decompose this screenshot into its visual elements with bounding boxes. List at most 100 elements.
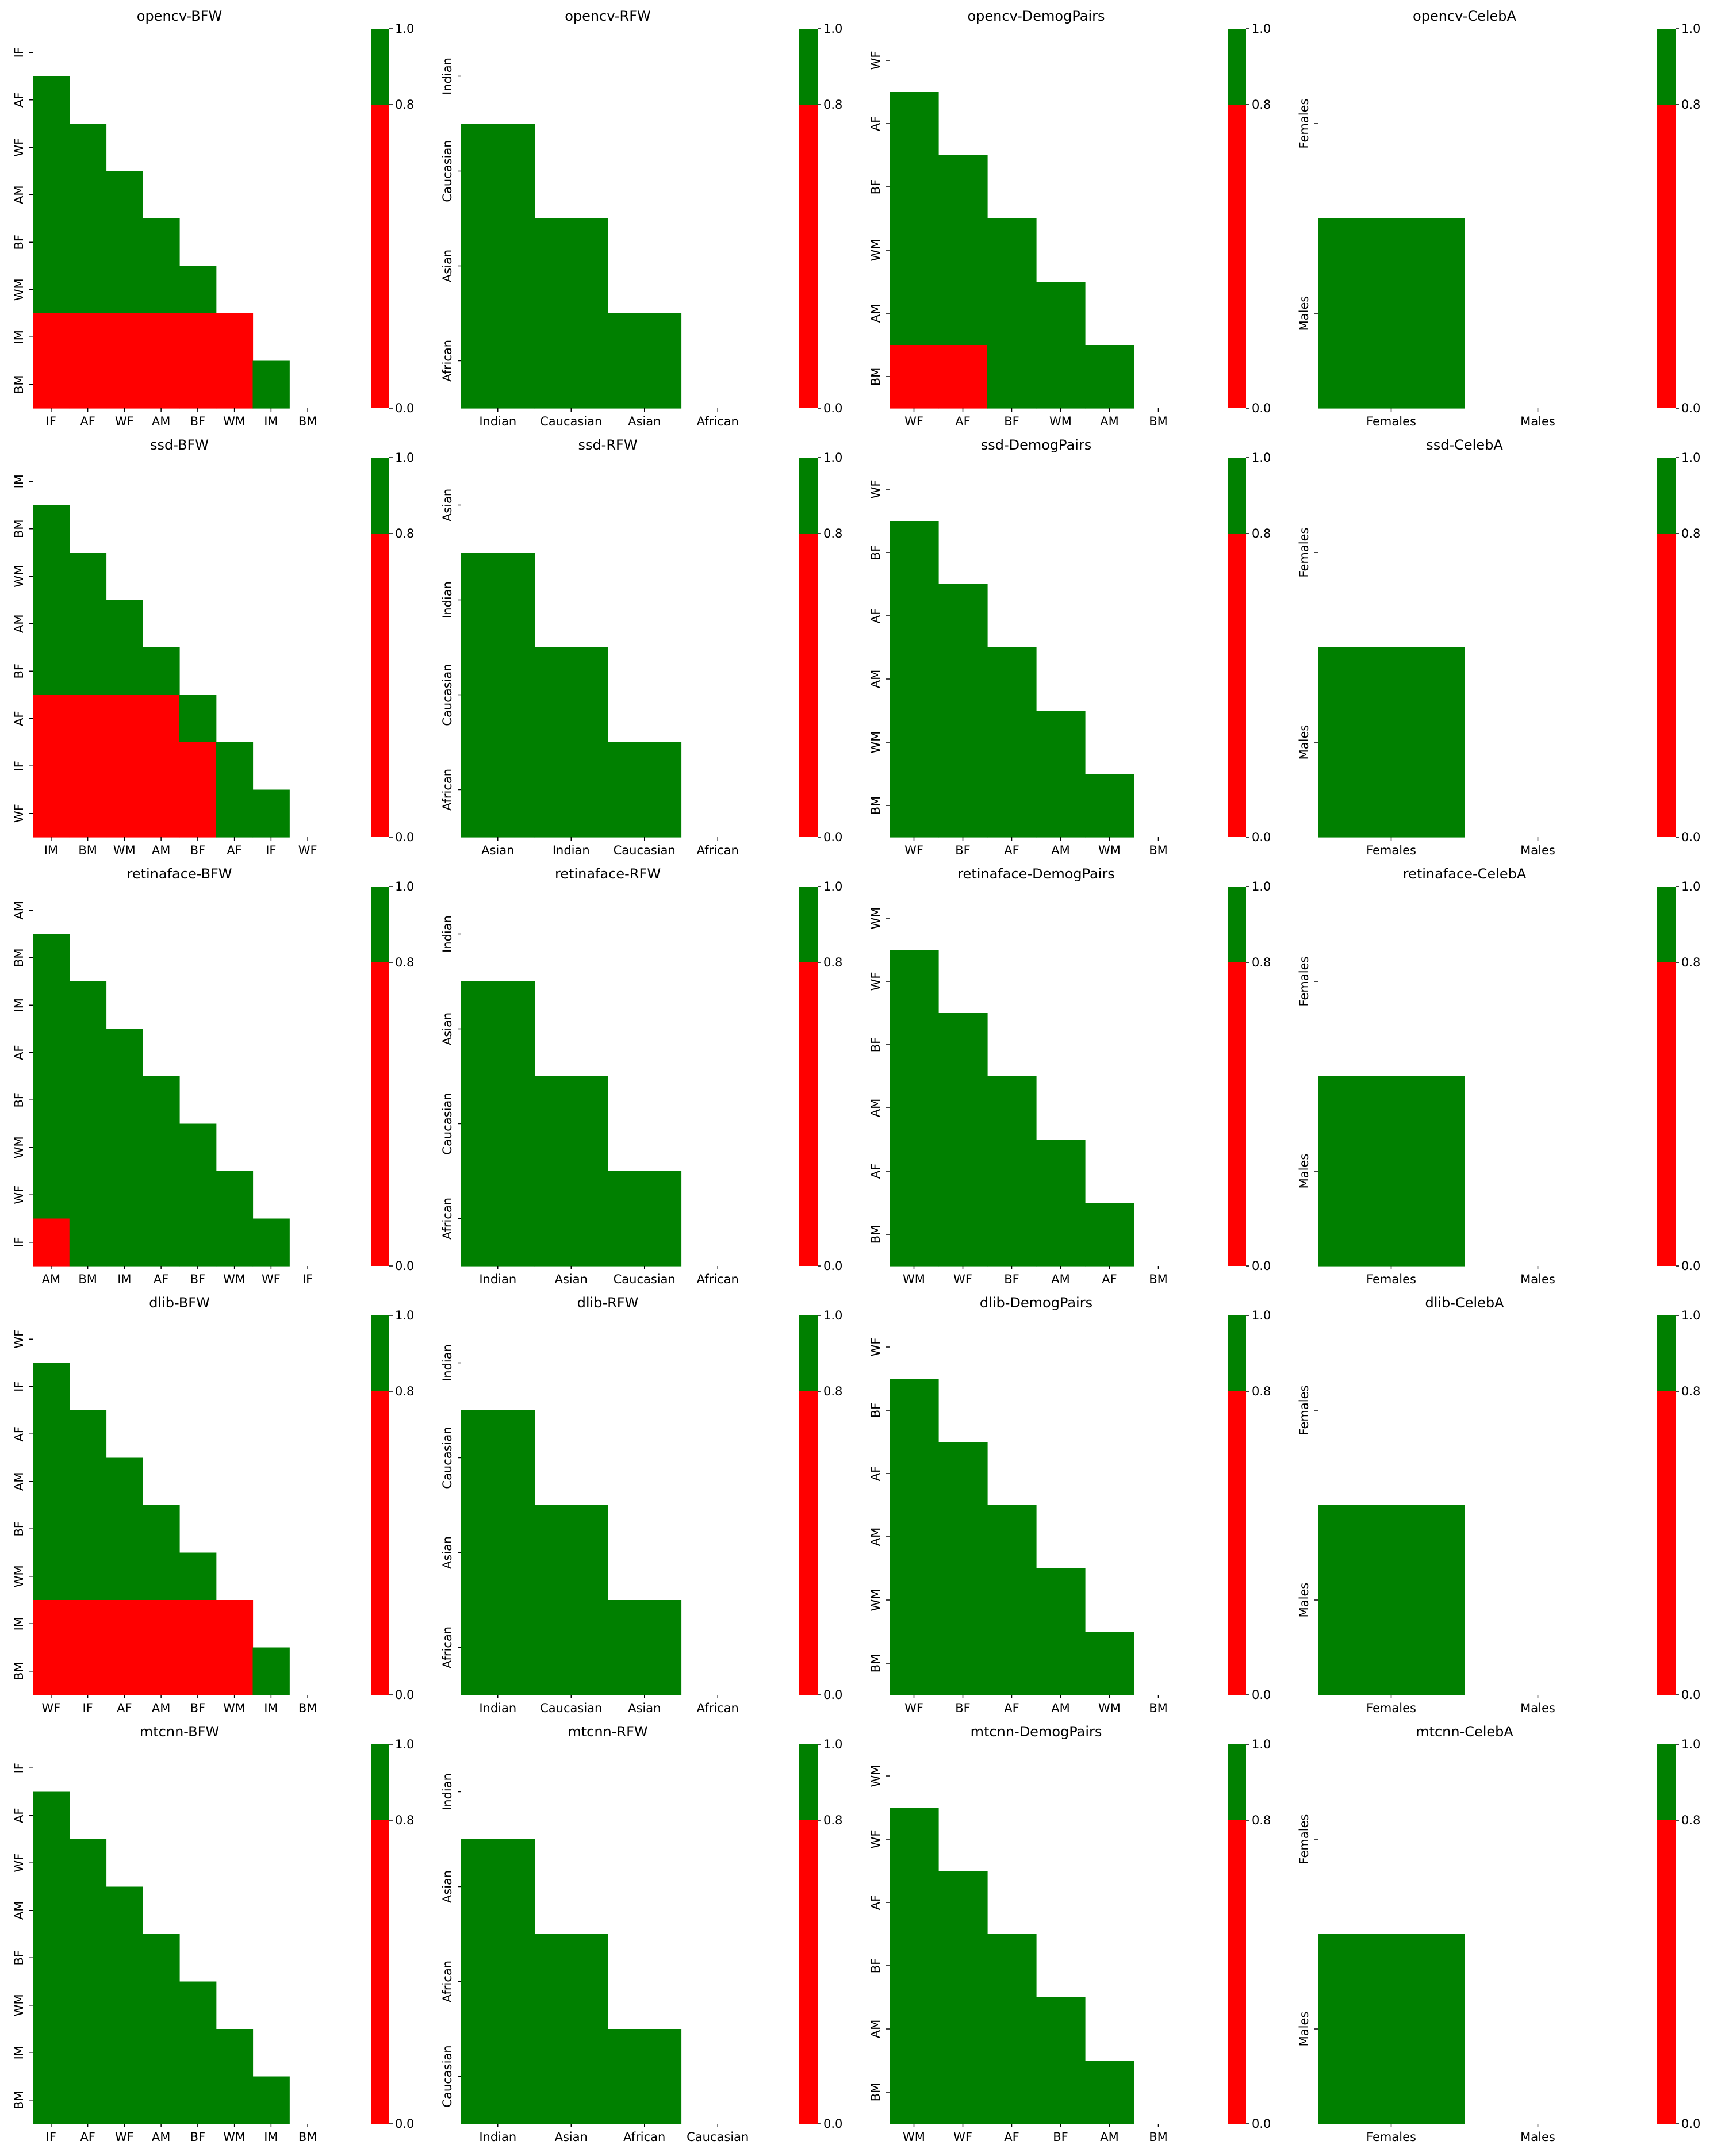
colorbar-tick-label: 0.8 [1252,956,1271,969]
heatmap-cell [938,1871,988,1935]
heatmap-cell [179,266,217,314]
heatmap-cell [69,266,107,314]
heatmap-cell [179,1171,217,1219]
x-tick-label: AF [227,843,241,857]
heatmap-cell [938,345,988,409]
colorbar-tick-label: 1.0 [395,451,414,465]
y-tick-label: Caucasian [440,1092,454,1154]
heatmap-cell [890,1871,939,1935]
colorbar-tick-label: 0.8 [1252,527,1271,540]
colorbar-tick-label: 1.0 [1681,22,1700,36]
y-tick-label: WM [869,731,883,754]
heatmap-cell [461,1171,535,1267]
x-tick-label: BF [190,2130,206,2144]
heatmap-cell [938,711,988,774]
heatmap-cell [33,1457,70,1506]
heatmap-cell [216,360,254,409]
y-tick-label: Indian [440,915,454,953]
x-tick-label: IF [266,843,276,857]
colorbar-tick-label: 0.0 [1252,2117,1271,2131]
colorbar: 0.0 0.8 1.0 [371,1309,414,1702]
heatmap-cell [143,647,180,696]
heatmap-cell [143,218,180,267]
colorbar-tick-label: 0.0 [1252,830,1271,844]
heatmap-cell [608,1171,682,1267]
heatmap-cell [106,171,143,219]
heatmap-cell [106,789,143,838]
chart-title: mtcnn-BFW [140,1724,219,1740]
heatmap-cell [106,1123,143,1172]
y-tick-label: AF [12,711,26,726]
heatmap-cell [938,218,988,282]
heatmap-cell [179,742,217,791]
chart-title: ssd-DemogPairs [981,437,1092,453]
heatmap-cell [987,1140,1037,1203]
colorbar: 0.0 0.8 1.0 [1657,1309,1700,1702]
colorbar: 0.0 0.8 1.0 [1657,22,1700,415]
colorbar-tick-label: 0.0 [823,2117,842,2131]
y-tick-label: AM [869,1099,883,1117]
heatmap-retinaface-rfw: retinaface-RFW Indian Asian Caucasian Africa… [440,866,842,1286]
heatmap-cell [938,647,988,711]
colorbar: 0.0 0.8 1.0 [799,1309,842,1702]
heatmap-cell [216,2076,254,2124]
y-tick-label: AM [869,670,883,688]
y-tick-label: BM [869,796,883,815]
heatmap-cell [69,1410,107,1459]
colorbar-tick-label: 1.0 [823,451,842,465]
colorbar-above-segment [1228,1744,1246,1820]
x-tick-label: Females [1366,843,1416,857]
heatmap-cell [1036,282,1086,346]
heatmap-cell [33,313,70,362]
heatmap-cell [890,1203,939,1267]
y-tick-label: BM [12,2090,26,2109]
heatmap-cell [1085,345,1134,409]
heatmap-cell [890,345,939,409]
colorbar-tick-label: 0.0 [1681,1688,1700,1702]
x-tick-label: AF [154,1272,168,1286]
heatmap-cell [69,1505,107,1553]
y-tick-label: IF [12,47,26,57]
colorbar-tick-label: 1.0 [1252,451,1271,465]
heatmap-cell [106,1647,143,1695]
heatmap-cell [461,981,535,1077]
colorbar-above-segment [1657,1315,1676,1391]
heatmap-cell [890,774,939,838]
x-tick-label: AF [117,1701,132,1715]
y-tick-label: WF [869,1830,883,1849]
heatmap-cell [69,218,107,267]
heatmap-cell [106,266,143,314]
x-tick-label: Caucasian [540,1701,602,1715]
heatmap-retinaface-celeba: retinaface-CelebA Females Males Females Male… [1297,866,1700,1286]
x-tick-label: Males [1520,843,1555,857]
heatmap-cell [33,124,70,172]
x-tick-label: WM [223,415,246,428]
colorbar-tick-label: 1.0 [1681,451,1700,465]
heatmap-cell [33,1505,70,1553]
heatmap-opencv-demogpairs: opencv-DemogPairs WF AF BF WM AM BM WF AF BF WM AM B… [869,8,1271,428]
heatmap-cell [216,1600,254,1648]
heatmap-cell [69,2029,107,2077]
colorbar-tick-label: 1.0 [823,1737,842,1751]
colorbar-tick-label: 0.0 [823,830,842,844]
colorbar: 0.0 0.8 1.0 [1657,451,1700,844]
heatmap-cell [69,1552,107,1601]
heatmap-cell [69,647,107,696]
colorbar-tick-label: 0.0 [1252,401,1271,415]
x-tick-label: Indian [479,1272,516,1286]
colorbar-tick-label: 0.8 [395,98,414,112]
x-tick-label: BM [298,2130,317,2144]
x-tick-label: WF [904,843,923,857]
x-tick-label: WM [1049,415,1072,428]
y-tick-label: AM [12,1901,26,1920]
colorbar-tick-label: 0.8 [395,527,414,540]
y-tick-label: BF [12,235,26,250]
y-tick-label: AF [12,1808,26,1823]
colorbar-tick-label: 0.0 [1252,1259,1271,1273]
y-tick-label: AM [12,1472,26,1491]
heatmap-cell [216,2029,254,2077]
heatmap-cell [143,695,180,743]
heatmap-cell [608,313,682,409]
x-tick-label: BF [190,1272,206,1286]
colorbar: 0.0 0.8 1.0 [1228,880,1271,1273]
